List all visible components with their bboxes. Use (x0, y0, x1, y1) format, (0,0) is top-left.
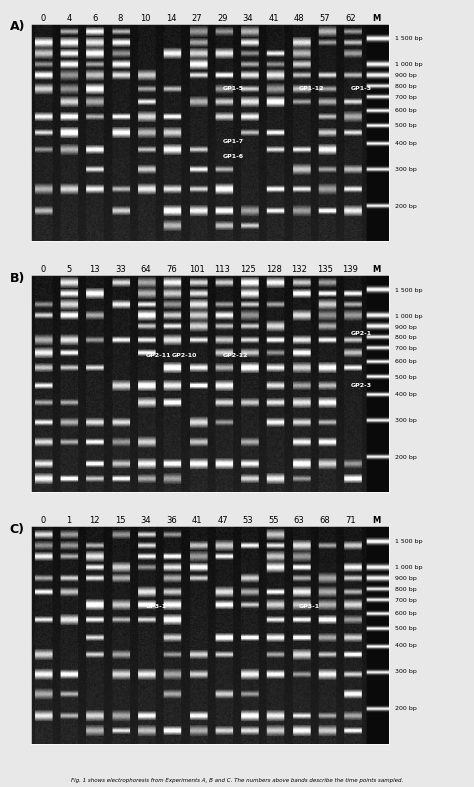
Text: B): B) (9, 272, 25, 285)
Text: 500 bp: 500 bp (395, 375, 417, 379)
Text: 29: 29 (217, 13, 228, 23)
Text: 34: 34 (243, 13, 254, 23)
Text: GP2-3: GP2-3 (350, 383, 372, 388)
Text: 55: 55 (268, 516, 279, 525)
Text: 600 bp: 600 bp (395, 108, 417, 113)
Text: 1 500 bp: 1 500 bp (395, 539, 423, 544)
Text: 139: 139 (342, 265, 358, 274)
Text: GP2-10: GP2-10 (172, 353, 197, 358)
Text: 200 bp: 200 bp (395, 455, 417, 460)
Text: 900 bp: 900 bp (395, 576, 417, 581)
Text: 700 bp: 700 bp (395, 95, 417, 100)
Text: 200 bp: 200 bp (395, 204, 417, 209)
Text: 113: 113 (215, 265, 230, 274)
Text: 12: 12 (90, 516, 100, 525)
Text: 400 bp: 400 bp (395, 392, 417, 397)
Text: 33: 33 (115, 265, 126, 274)
Text: 200 bp: 200 bp (395, 707, 417, 711)
Text: GP1-3: GP1-3 (350, 87, 372, 91)
Text: 48: 48 (294, 13, 304, 23)
Text: 300 bp: 300 bp (395, 418, 417, 423)
Text: 600 bp: 600 bp (395, 611, 417, 615)
Text: 400 bp: 400 bp (395, 141, 417, 146)
Text: 1 000 bp: 1 000 bp (395, 565, 423, 570)
Text: 135: 135 (317, 265, 333, 274)
Text: 47: 47 (217, 516, 228, 525)
Text: 62: 62 (345, 13, 356, 23)
Text: 800 bp: 800 bp (395, 335, 417, 341)
Text: 34: 34 (140, 516, 151, 525)
Text: 57: 57 (319, 13, 330, 23)
Text: 1 500 bp: 1 500 bp (395, 36, 423, 42)
Text: 128: 128 (266, 265, 282, 274)
Text: C): C) (9, 523, 25, 536)
Text: GP1-12: GP1-12 (299, 87, 325, 91)
Text: 300 bp: 300 bp (395, 167, 417, 172)
Text: 400 bp: 400 bp (395, 643, 417, 648)
Text: 900 bp: 900 bp (395, 324, 417, 330)
Text: 600 bp: 600 bp (395, 360, 417, 364)
Text: 36: 36 (166, 516, 177, 525)
Text: Fig. 1 shows electrophoresis from Experiments A, B and C. The numbers above band: Fig. 1 shows electrophoresis from Experi… (71, 778, 403, 783)
Text: 5: 5 (66, 265, 72, 274)
Text: GP1-5: GP1-5 (222, 87, 244, 91)
Text: 1 000 bp: 1 000 bp (395, 314, 423, 319)
Text: M: M (372, 265, 380, 274)
Text: 68: 68 (319, 516, 330, 525)
Text: 41: 41 (268, 13, 279, 23)
Text: M: M (372, 13, 380, 23)
Text: 800 bp: 800 bp (395, 84, 417, 89)
Text: 101: 101 (189, 265, 205, 274)
Text: 300 bp: 300 bp (395, 670, 417, 674)
Text: GP2-11: GP2-11 (146, 353, 171, 358)
Text: 1 500 bp: 1 500 bp (395, 288, 423, 293)
Text: M: M (372, 516, 380, 525)
Text: 41: 41 (191, 516, 202, 525)
Text: 0: 0 (41, 516, 46, 525)
Text: GP1-6: GP1-6 (222, 153, 244, 159)
Text: GP2-12: GP2-12 (222, 353, 248, 358)
Text: 500 bp: 500 bp (395, 626, 417, 631)
Text: 14: 14 (166, 13, 177, 23)
Text: GP2-1: GP2-1 (350, 331, 372, 336)
Text: 125: 125 (240, 265, 256, 274)
Text: 132: 132 (292, 265, 307, 274)
Text: 700 bp: 700 bp (395, 597, 417, 603)
Text: 800 bp: 800 bp (395, 587, 417, 592)
Text: GP1-7: GP1-7 (222, 139, 244, 143)
Text: 900 bp: 900 bp (395, 73, 417, 78)
Text: 10: 10 (141, 13, 151, 23)
Text: 1 000 bp: 1 000 bp (395, 62, 423, 68)
Text: 64: 64 (140, 265, 151, 274)
Text: 76: 76 (166, 265, 177, 274)
Text: GP3-1: GP3-1 (299, 604, 320, 609)
Text: 0: 0 (41, 265, 46, 274)
Text: 27: 27 (191, 13, 202, 23)
Text: 53: 53 (243, 516, 254, 525)
Text: 700 bp: 700 bp (395, 346, 417, 351)
Text: 13: 13 (90, 265, 100, 274)
Text: 1: 1 (66, 516, 72, 525)
Text: 6: 6 (92, 13, 97, 23)
Text: 63: 63 (294, 516, 305, 525)
Text: GP3-1: GP3-1 (146, 604, 167, 609)
Text: 4: 4 (66, 13, 72, 23)
Text: 15: 15 (115, 516, 126, 525)
Text: 500 bp: 500 bp (395, 124, 417, 128)
Text: A): A) (9, 20, 25, 34)
Text: 8: 8 (118, 13, 123, 23)
Text: 0: 0 (41, 13, 46, 23)
Text: 71: 71 (345, 516, 356, 525)
